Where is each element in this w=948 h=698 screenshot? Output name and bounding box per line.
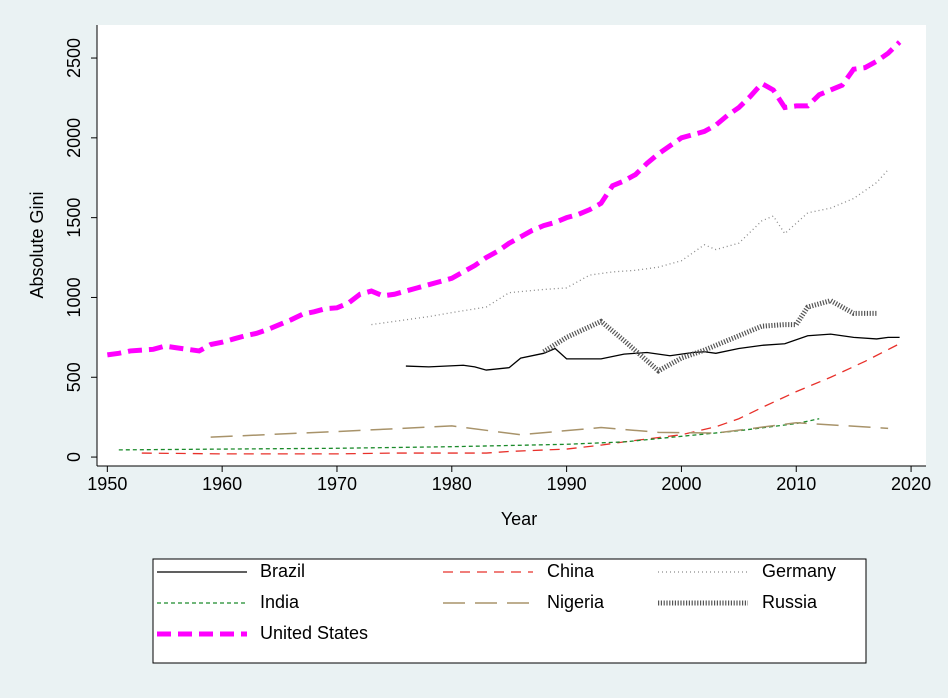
- y-axis-title: Absolute Gini: [27, 191, 47, 298]
- y-tick-label: 2500: [64, 38, 84, 78]
- series-line: [141, 343, 900, 455]
- legend-label: Brazil: [260, 561, 305, 581]
- legend-label: Nigeria: [547, 592, 605, 612]
- series-line: [542, 297, 877, 374]
- x-tick-label: 1960: [202, 474, 242, 494]
- x-tick-label: 2010: [776, 474, 816, 494]
- y-tick-label: 1500: [64, 198, 84, 238]
- legend-label: Russia: [762, 592, 818, 612]
- legend: [152, 558, 867, 664]
- x-tick-label: 2000: [661, 474, 701, 494]
- y-tick-label: 2000: [64, 118, 84, 158]
- series-line: [210, 421, 889, 438]
- y-tick-label: 1000: [64, 277, 84, 317]
- x-tick-label: 2020: [891, 474, 931, 494]
- y-tick-label: 0: [64, 452, 84, 462]
- y-tick-label: 500: [64, 362, 84, 392]
- legend-label: India: [260, 592, 300, 612]
- plot-area: [97, 25, 926, 466]
- series-line: [371, 169, 889, 326]
- legend-label: China: [547, 561, 595, 581]
- x-tick-label: 1970: [317, 474, 357, 494]
- series-line: [106, 40, 902, 358]
- legend-label: United States: [260, 623, 368, 643]
- x-tick-label: 1990: [547, 474, 587, 494]
- x-axis-title: Year: [501, 509, 537, 529]
- series-line: [118, 418, 820, 451]
- x-tick-label: 1980: [432, 474, 472, 494]
- x-tick-label: 1950: [87, 474, 127, 494]
- series-line: [405, 333, 900, 371]
- legend-label: Germany: [762, 561, 836, 581]
